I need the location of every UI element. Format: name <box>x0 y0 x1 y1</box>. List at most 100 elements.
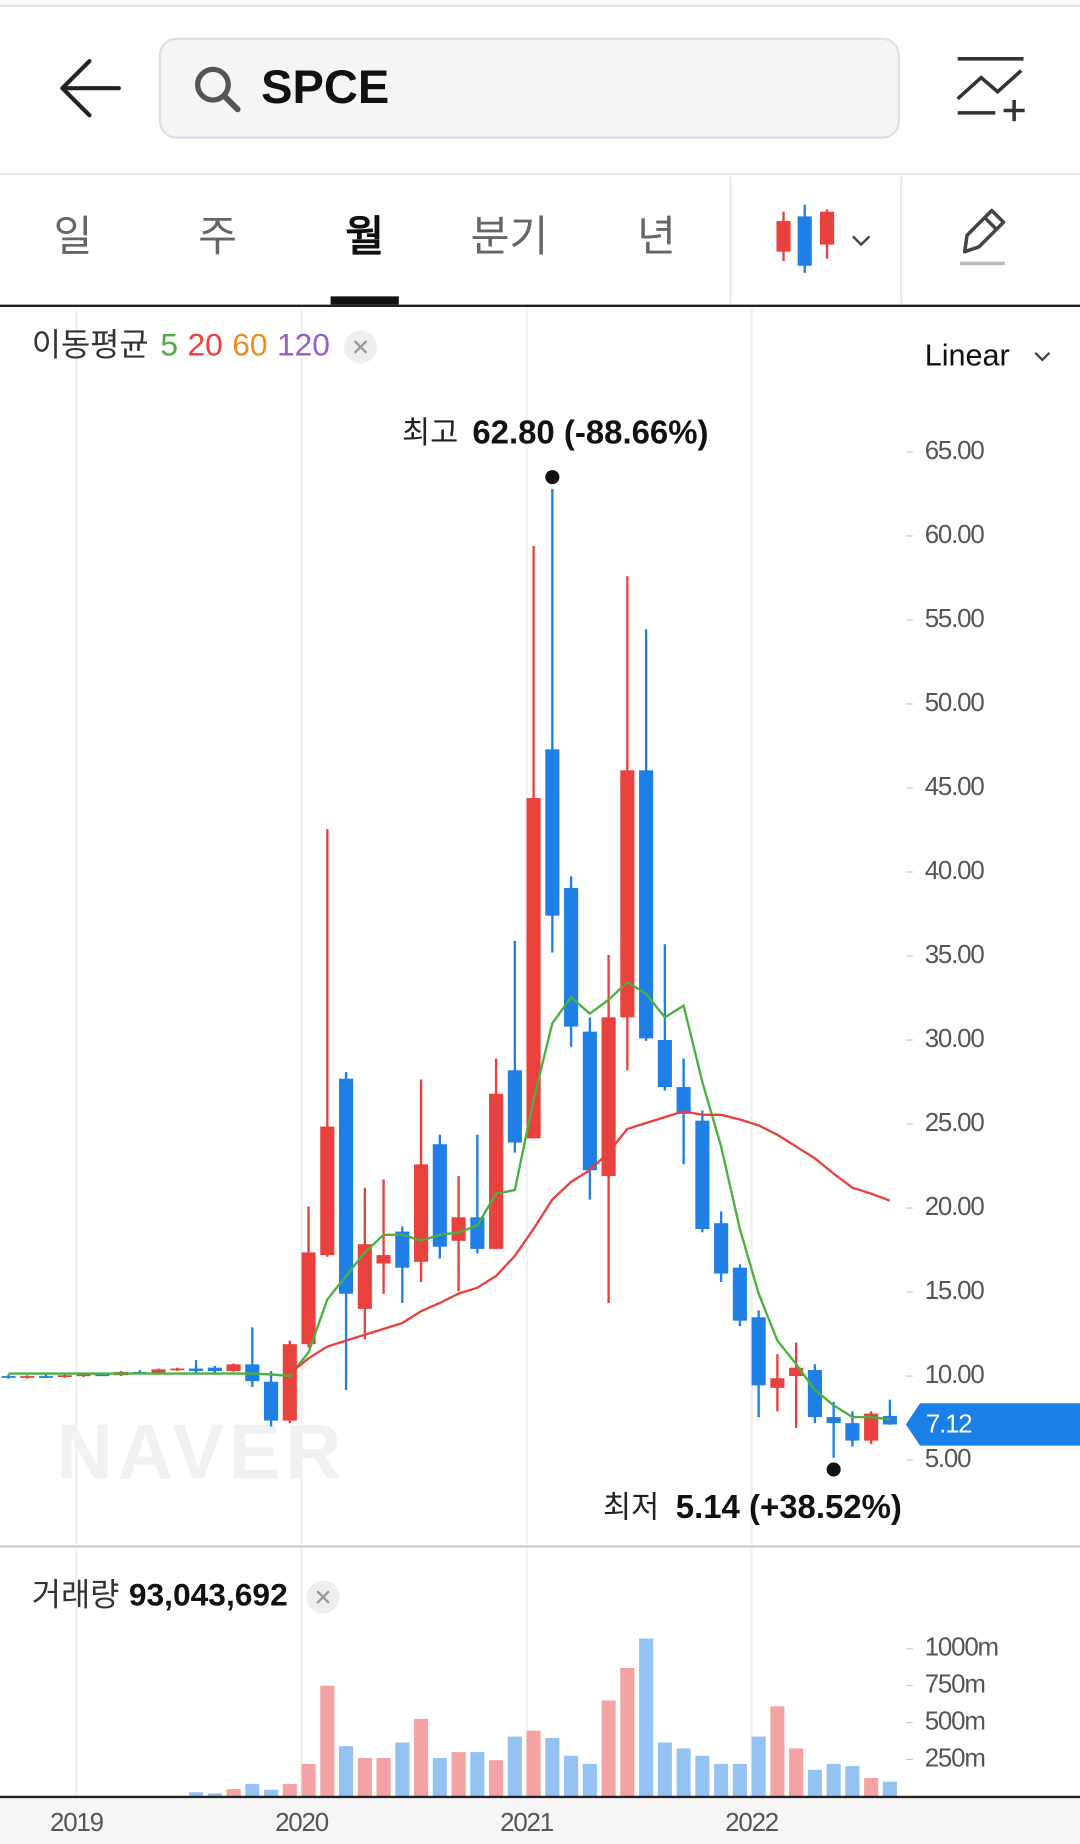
candle-body <box>657 1040 672 1088</box>
chevron <box>1034 351 1051 362</box>
volume-bar <box>826 1763 841 1797</box>
y-tick-label: 50.00 <box>925 689 985 717</box>
candle-body <box>451 1217 466 1241</box>
y-tick-label: 750m <box>925 1671 985 1699</box>
period-tab[interactable]: 일 <box>53 213 92 260</box>
y-tick-label: 30.00 <box>925 1025 985 1053</box>
ma-legend-item[interactable]: 60 <box>232 326 267 362</box>
candle-body <box>882 1415 897 1425</box>
x-axis: 2019 2020 2021 2022 <box>50 1809 780 1837</box>
volume-bar <box>489 1760 504 1797</box>
close-x <box>316 1590 330 1604</box>
volume-bar <box>451 1752 466 1797</box>
volume-bar <box>301 1763 316 1797</box>
candle-body <box>639 770 654 1039</box>
volume-bar <box>395 1742 410 1797</box>
volume-bar <box>264 1789 279 1797</box>
volume-bar <box>470 1752 485 1797</box>
volume-close-button[interactable] <box>306 1580 340 1614</box>
ma-legend-item[interactable]: 5 <box>160 326 178 362</box>
y-tick-label: 60.00 <box>925 521 985 549</box>
volume-bar <box>695 1755 710 1797</box>
watermark: NAVER <box>56 1410 346 1496</box>
period-tab[interactable]: 주 <box>198 213 237 260</box>
candle-body <box>188 1368 204 1372</box>
draw-button[interactable] <box>960 208 1006 266</box>
volume-bar <box>657 1742 672 1797</box>
candle-body <box>751 1317 766 1386</box>
volume-bar <box>207 1793 222 1797</box>
candle-body <box>226 1364 241 1372</box>
candle-body <box>789 1367 804 1377</box>
volume-bar <box>714 1763 729 1797</box>
x-axis-strip <box>0 1798 1080 1844</box>
chart-type-button[interactable] <box>776 204 871 273</box>
candle-body <box>507 1070 522 1143</box>
period-tab[interactable]: 월 <box>345 213 384 260</box>
y-tick-label: 10.00 <box>925 1361 985 1389</box>
volume-bar <box>245 1783 260 1797</box>
volume-bar <box>376 1757 391 1797</box>
back-button[interactable] <box>60 59 121 118</box>
volume-bar <box>339 1746 354 1797</box>
volume-bar <box>601 1700 616 1797</box>
candle-body <box>695 1120 710 1230</box>
ma-legend-title: 이동평균 <box>32 326 149 362</box>
y-tick-label: 55.00 <box>925 605 985 633</box>
candle-body <box>282 1344 297 1421</box>
volume-bar <box>545 1738 560 1797</box>
y-tick-label: 1000m <box>925 1634 998 1662</box>
volume-bar <box>676 1748 691 1797</box>
volume-bar <box>564 1755 579 1797</box>
scale-dropdown[interactable]: Linear <box>925 339 1051 373</box>
price-panel: NAVER 이동평균 5 20 60 120 Linear 5.00 10.00 15.00 20.… <box>1 308 1080 1545</box>
y-tick-label: 65.00 <box>925 437 985 465</box>
volume-bar <box>320 1685 335 1797</box>
candle-body <box>414 1164 429 1262</box>
y-tick-label: 15.00 <box>925 1277 985 1305</box>
candle-body <box>301 1252 316 1345</box>
candle-body <box>807 1370 822 1418</box>
volume-bar <box>732 1763 747 1797</box>
search-text: SPCE <box>261 60 389 113</box>
high-annotation: 62.80 (-88.66%) 최고 <box>402 414 708 485</box>
volume-bar <box>639 1638 654 1797</box>
ma-close-button[interactable] <box>344 330 378 364</box>
volume-bar <box>582 1763 597 1797</box>
volume-total: 93,043,692 <box>129 1576 288 1612</box>
period-tab[interactable]: 년 <box>637 213 676 260</box>
period-tab[interactable]: 분기 <box>470 213 548 260</box>
candle-body <box>170 1368 185 1371</box>
x-tick-label: 2019 <box>50 1809 104 1837</box>
y-tick-label: 5.00 <box>925 1445 971 1473</box>
active-tab-indicator <box>330 296 399 305</box>
annotation-value: 5.14 (+38.52%) <box>676 1488 902 1525</box>
volume-bar <box>807 1769 822 1797</box>
x-tick-label: 2021 <box>500 1809 554 1837</box>
candle-body <box>714 1223 729 1274</box>
search-box[interactable]: SPCE <box>158 37 900 139</box>
moving-average-line <box>8 980 891 1421</box>
volume-bar <box>620 1667 635 1797</box>
volume-bar <box>226 1788 241 1797</box>
candle-body <box>601 1017 616 1177</box>
x-tick-label: 2022 <box>725 1809 779 1837</box>
volume-bar <box>282 1783 297 1797</box>
candle-body <box>95 1374 110 1377</box>
y-tick-label: 20.00 <box>925 1193 985 1221</box>
compare-button[interactable] <box>956 57 1025 122</box>
ma-legend-item[interactable]: 120 <box>277 326 330 362</box>
candle-body <box>57 1375 72 1378</box>
y-tick-label: 25.00 <box>925 1109 985 1137</box>
annotation-value: 62.80 (-88.66%) <box>472 414 708 451</box>
volume-bar <box>845 1766 860 1797</box>
candle-body <box>582 1031 597 1171</box>
volume-bar <box>882 1781 897 1797</box>
y-tick-label: 500m <box>925 1707 985 1735</box>
volume-title: 거래량 <box>32 1576 120 1612</box>
candle-body <box>320 1126 335 1256</box>
candle-body <box>76 1374 91 1377</box>
volume-bar <box>507 1736 522 1797</box>
ma-legend-item[interactable]: 20 <box>187 326 222 362</box>
